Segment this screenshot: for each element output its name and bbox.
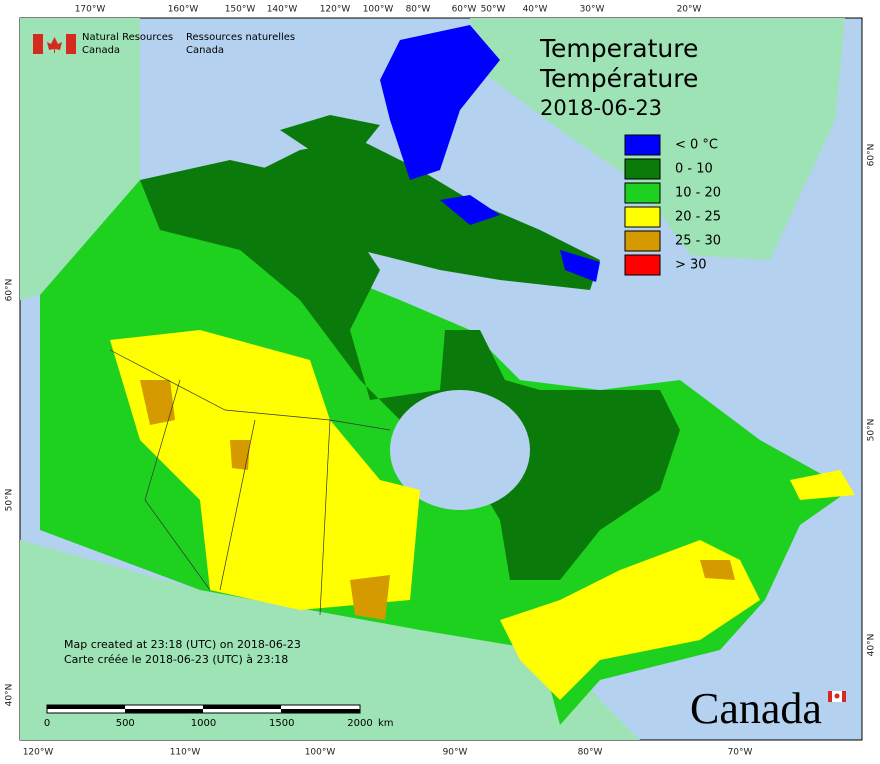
flag-left — [33, 34, 43, 54]
legend-swatch — [624, 230, 661, 252]
title-fr: Température — [539, 64, 698, 93]
wordmark-flag — [834, 693, 840, 699]
boundary — [219, 419, 256, 591]
maple-leaf — [47, 37, 62, 53]
scale-label: 1500 — [269, 718, 294, 729]
lon-label: 120°W — [320, 5, 351, 15]
org-en: Canada — [82, 45, 120, 56]
legend-label: < 0 °C — [675, 138, 718, 153]
lon-label: 110°W — [170, 748, 201, 758]
arctic-islands — [240, 140, 600, 290]
lon-label: 140°W — [267, 5, 298, 15]
legend-swatch — [624, 254, 661, 276]
lat-label: 60°N — [5, 279, 15, 302]
legend-label: > 30 — [675, 258, 707, 273]
scale-label: 2000 — [347, 718, 372, 729]
date: 2018-06-23 — [540, 96, 662, 120]
credit: Map created at 23:18 (UTC) on 2018-06-23 — [64, 638, 301, 651]
legend-label: 20 - 25 — [675, 210, 721, 225]
wordmark-flag — [842, 691, 846, 702]
alaska — [20, 18, 140, 300]
scale-seg — [125, 709, 203, 713]
flag-right — [66, 34, 76, 54]
lat-label: 40°N — [5, 684, 15, 707]
boundary — [109, 349, 391, 431]
lon-label: 30°W — [580, 5, 605, 15]
region-25-30 — [140, 380, 175, 425]
boundary — [319, 419, 331, 616]
region-25-30 — [700, 560, 735, 580]
legend-swatch — [624, 158, 661, 180]
lon-label: 80°W — [406, 5, 431, 15]
region-20-25 — [110, 330, 420, 610]
baffin-cold — [440, 195, 500, 225]
scale-unit: km — [378, 718, 394, 729]
lat-label: 40°N — [867, 634, 877, 657]
lon-label: 40°W — [523, 5, 548, 15]
legend-swatch — [624, 206, 661, 228]
lon-label: 20°W — [677, 5, 702, 15]
wordmark: Canada — [690, 684, 822, 733]
lat-label: 50°N — [867, 419, 877, 442]
usa — [20, 540, 640, 740]
scale-seg — [47, 705, 125, 709]
scale-label: 500 — [116, 718, 135, 729]
legend-label: 25 - 30 — [675, 234, 721, 249]
scale-label: 0 — [44, 718, 50, 729]
boundary — [144, 379, 211, 591]
lon-label: 60°W — [452, 5, 477, 15]
wordmark-flag — [828, 691, 832, 702]
region-20-25 — [790, 470, 855, 500]
legend-swatch — [624, 182, 661, 204]
lon-label: 170°W — [75, 5, 106, 15]
org-fr: Canada — [186, 45, 224, 56]
legend-label: 10 - 20 — [675, 186, 721, 201]
region-25-30 — [350, 575, 390, 620]
baffin-cold — [560, 250, 600, 282]
arctic-island — [280, 115, 380, 150]
region-0-10 — [140, 160, 680, 580]
legend-swatch — [624, 134, 661, 156]
scale-seg — [281, 709, 360, 713]
hudson-bay — [390, 390, 530, 510]
lat-label: 50°N — [5, 489, 15, 512]
lon-label: 80°W — [578, 748, 603, 758]
lon-label: 100°W — [363, 5, 394, 15]
credit: Carte créée le 2018-06-23 (UTC) à 23:18 — [64, 653, 288, 666]
lon-label: 70°W — [728, 748, 753, 758]
lon-label: 120°W — [23, 748, 54, 758]
scale-seg — [203, 705, 281, 709]
region-20-25 — [500, 540, 760, 700]
lon-label: 160°W — [168, 5, 199, 15]
legend-label: 0 - 10 — [675, 162, 713, 177]
ellesmere-cold — [380, 25, 500, 180]
org-en: Natural Resources — [82, 32, 173, 43]
lon-label: 90°W — [443, 748, 468, 758]
lon-label: 150°W — [225, 5, 256, 15]
org-fr: Ressources naturelles — [186, 32, 295, 43]
region-25-30 — [230, 440, 250, 470]
lon-label: 100°W — [305, 748, 336, 758]
title-en: Temperature — [539, 34, 698, 63]
lon-label: 50°W — [481, 5, 506, 15]
scale-label: 1000 — [191, 718, 216, 729]
lat-label: 60°N — [867, 144, 877, 167]
